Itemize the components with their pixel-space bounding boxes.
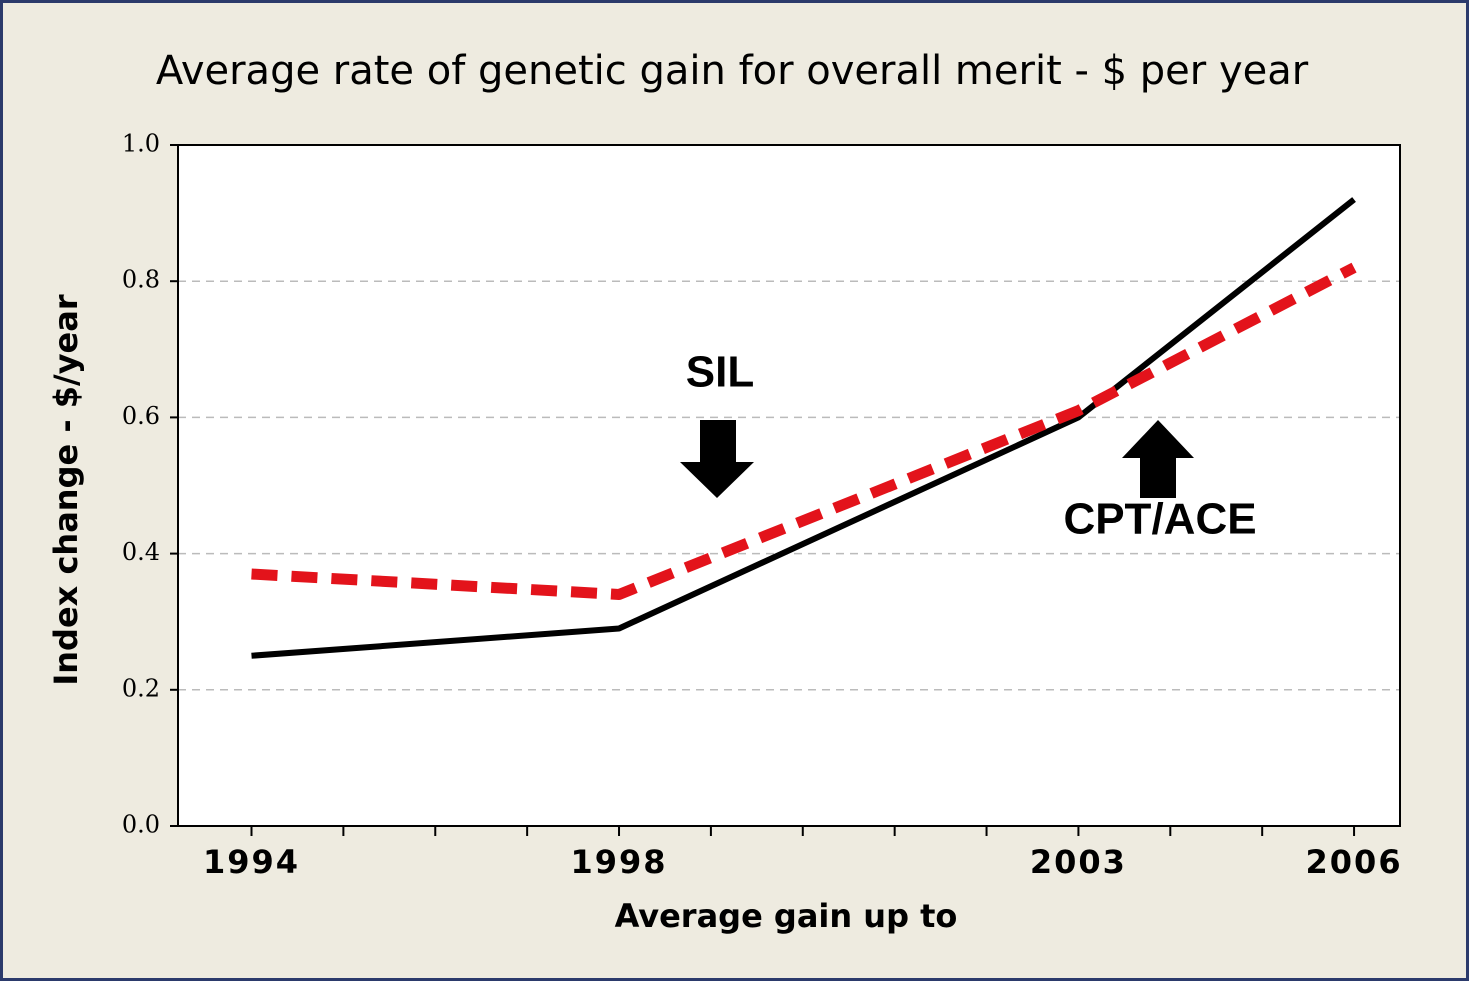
y-tick-label: 0.0: [122, 811, 160, 839]
y-tick-label: 0.8: [122, 266, 160, 294]
annotation: SIL: [686, 348, 754, 397]
y-axis-label: Index change - $/year: [47, 294, 85, 685]
x-tick-label: 2003: [1030, 843, 1127, 881]
line-series: [251, 262, 1357, 600]
arrow-down: [680, 420, 754, 498]
x-axis-label: Average gain up to: [615, 897, 958, 935]
x-tick-label: 2006: [1306, 843, 1403, 881]
x-tick-label: 1998: [570, 843, 667, 881]
y-tick-label: 1.0: [122, 130, 160, 158]
plot-border: [177, 144, 1401, 827]
annotation: CPT/ACE: [1063, 495, 1256, 544]
y-tick-label: 0.4: [122, 538, 160, 566]
y-tick-label: 0.6: [122, 402, 160, 430]
chart-title: Average rate of genetic gain for overall…: [156, 48, 1309, 94]
x-tick-label: 1994: [203, 843, 300, 881]
marks: 0.0 0.2 0.4 0.6 0.8 1.0 1994 1998 2003 2006: [122, 130, 1403, 882]
arrow-up: [1122, 420, 1194, 498]
line-series: [251, 197, 1356, 659]
y-tick-label: 0.2: [122, 674, 160, 702]
plot-area: [178, 145, 1400, 826]
